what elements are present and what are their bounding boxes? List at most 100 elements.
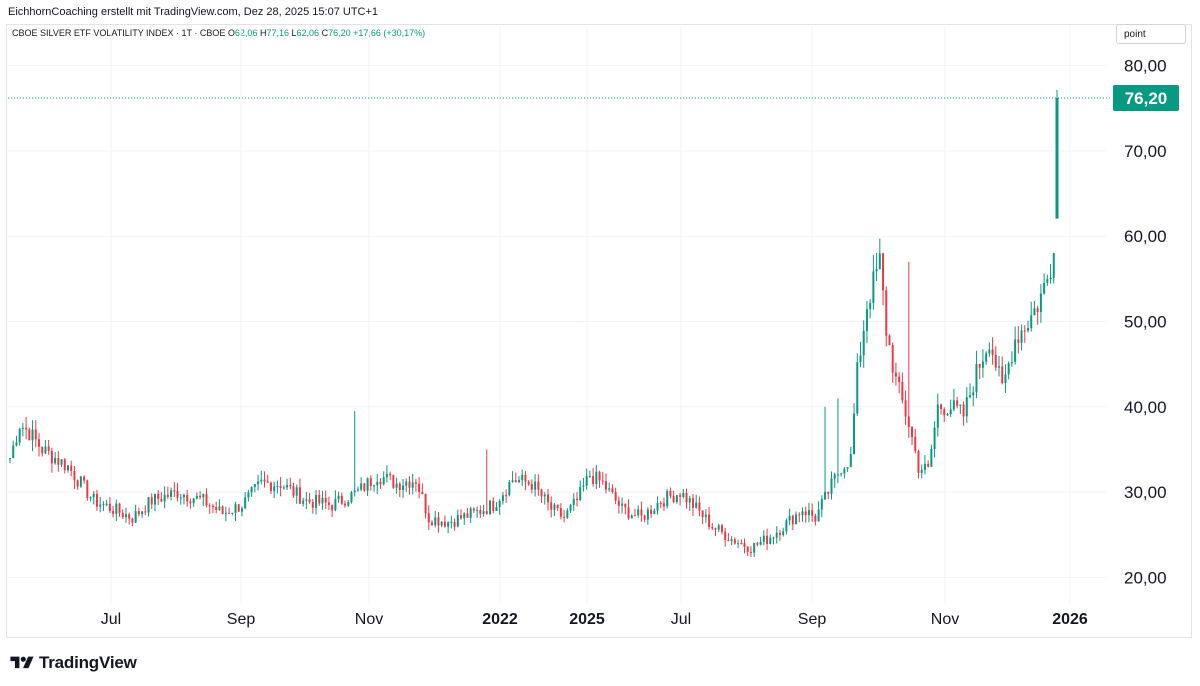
candle [1010,351,1013,367]
candle [279,476,282,497]
candle [508,479,511,497]
candle [95,489,98,512]
candle-body [518,480,521,482]
candle-body [643,515,646,520]
candle-body [888,335,891,346]
candle [695,494,698,509]
y-tick-label: 20,00 [1124,568,1167,587]
candle [498,499,501,516]
tradingview-brand[interactable]: TradingView [9,652,137,674]
candle [311,499,314,514]
candle [482,504,485,517]
candle [708,507,711,530]
candle-body [286,484,289,488]
candle [60,459,63,468]
candle-body [66,465,69,471]
candle-body [727,540,730,542]
candle-body [782,531,785,535]
candle [1001,356,1004,385]
candle-body [350,492,353,503]
price-unit-selector[interactable]: point [1116,24,1186,44]
candle [546,488,549,511]
candle [73,465,76,490]
candle [969,383,972,399]
candle [495,502,498,512]
candle-body [501,495,504,502]
candle [579,480,582,502]
candle [344,500,347,508]
symbol-name: CBOE SILVER ETF VOLATILITY INDEX · 1T · … [12,28,226,38]
candle [1046,274,1049,286]
candle [1039,284,1042,323]
candle-body [231,512,234,514]
candle [759,536,762,546]
candle [740,539,743,545]
candle-body [189,501,192,504]
candle [965,387,968,423]
candle [569,503,572,514]
candle [54,451,57,465]
candle-body [273,486,276,492]
candle-body [263,479,266,482]
candle-body [395,483,398,488]
candle [878,238,881,270]
candle-body [12,445,15,459]
candle-body [424,494,427,514]
candle [179,494,182,505]
candle [933,421,936,458]
candle-body [791,515,794,525]
candle-body [846,467,849,469]
candle-body [160,498,163,502]
candle-body [785,520,788,532]
candle-body [650,509,653,514]
candle-body [737,543,740,545]
candle [376,474,379,495]
candle [173,482,176,498]
candle-body [965,397,968,417]
change-value: +17,66 (+30,17%) [353,28,426,38]
candle-body [753,542,756,553]
candle [57,451,60,472]
candle-body [1004,374,1007,383]
candle [131,517,134,527]
candle-body [144,511,147,513]
candle-body [936,404,939,428]
candle [147,496,150,517]
candle-body [495,507,498,511]
candle-body [814,515,817,522]
candle-body [89,497,92,499]
y-tick-label: 70,00 [1124,142,1167,161]
candle [424,493,427,519]
candle-body [205,493,208,506]
candle-body [1052,253,1055,278]
candle [846,467,849,472]
candle-body [585,476,588,486]
candle-body [985,353,988,362]
candle [128,512,131,525]
candle-body [1010,362,1013,364]
candle-body [421,492,424,495]
candle-body [389,473,392,476]
candle [234,501,237,522]
high-label: H [259,28,267,38]
candle [804,506,807,523]
candle [756,541,759,547]
candle [105,499,108,507]
candle-body [672,496,675,503]
candle-body [260,479,263,482]
candle-body [898,376,901,383]
candle [627,499,630,520]
candle [624,503,627,515]
candle-body [199,495,202,498]
close-label: C [321,28,329,38]
candle [978,363,981,380]
candle-body [9,458,11,460]
candle [208,503,211,514]
low-label: L [291,28,297,38]
candle [791,514,794,531]
chart-attribution: EichhornCoaching erstellt mit TradingVie… [8,6,379,18]
candle [318,490,321,506]
candle-body [956,400,959,406]
candle [1027,320,1030,333]
